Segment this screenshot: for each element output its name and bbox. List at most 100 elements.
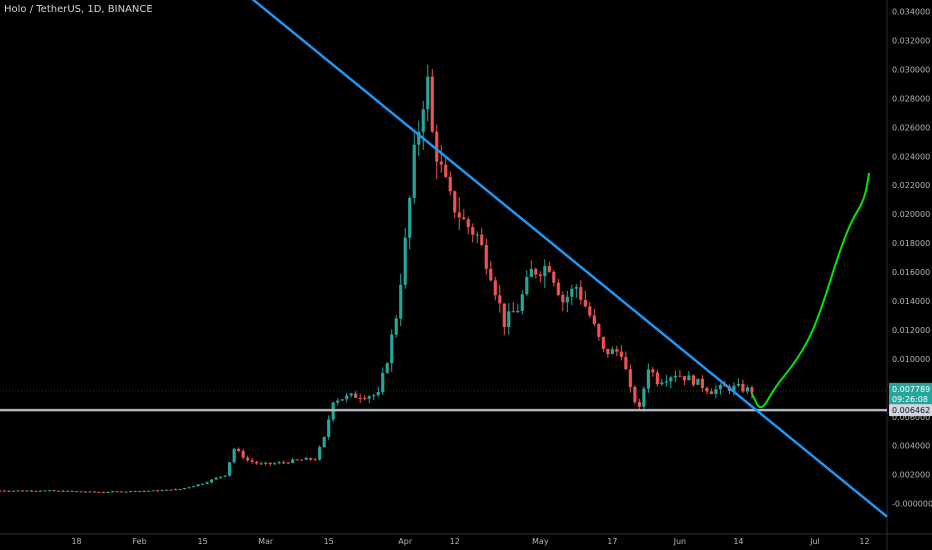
last-price-tag <box>889 382 932 405</box>
x-tick-label: Apr <box>398 537 413 546</box>
candle-body <box>300 459 304 461</box>
candle-body <box>588 306 592 316</box>
candle-body <box>651 369 655 373</box>
candle-body <box>511 311 515 313</box>
candle-body <box>241 450 245 458</box>
candle-body <box>642 388 646 407</box>
candle-body <box>214 477 218 480</box>
candle-body <box>151 490 155 492</box>
y-tick-label: 0.022000 <box>892 181 930 190</box>
candle-body <box>489 268 493 281</box>
y-tick-label: 0.026000 <box>892 123 930 132</box>
candle-body <box>65 490 70 492</box>
candle-body <box>56 490 61 492</box>
candle-body <box>196 484 200 487</box>
candle-body <box>291 459 295 463</box>
candle-body <box>570 288 574 297</box>
candle-body <box>493 280 497 296</box>
candle-body <box>47 490 52 492</box>
trendline <box>251 0 888 518</box>
y-tick-label: 0.006000 <box>892 413 930 422</box>
candle-body <box>237 448 241 451</box>
candle-body <box>0 490 2 492</box>
candle-body <box>183 487 187 490</box>
candle-body <box>124 491 128 493</box>
candle-body <box>92 491 97 493</box>
x-tick-label: Jun <box>673 537 687 546</box>
candle-body <box>268 462 272 464</box>
candle-body <box>439 161 443 165</box>
candle-body <box>385 363 389 373</box>
candle-body <box>255 461 259 464</box>
candle-body <box>448 176 452 192</box>
candle-body <box>561 294 565 303</box>
candle-body <box>29 490 34 492</box>
candle-body <box>20 490 25 492</box>
y-tick-label: 0.012000 <box>892 326 930 335</box>
candle-body <box>128 491 133 493</box>
candle-body <box>187 487 191 489</box>
candle-body <box>11 490 16 492</box>
candle-body <box>453 191 457 213</box>
candle-body <box>682 376 686 381</box>
candle-body <box>583 299 587 307</box>
candle-body <box>178 489 182 491</box>
candle-body <box>471 226 475 235</box>
candle-body <box>655 372 659 385</box>
x-tick-label: 17 <box>607 537 617 546</box>
candle-body <box>119 491 124 493</box>
candle-body <box>687 375 691 381</box>
candle-body <box>101 492 106 494</box>
candle-body <box>74 491 79 493</box>
candle-body <box>691 375 695 385</box>
candle-body <box>741 383 745 392</box>
candle-body <box>138 491 142 493</box>
candle-body <box>714 389 718 395</box>
candle-body <box>547 266 551 272</box>
candle-body <box>381 372 385 393</box>
candle-body <box>696 378 700 385</box>
chart-title: Holo / TetherUS, 1D, BINANCE <box>4 4 153 15</box>
y-tick-label: 0.016000 <box>892 268 930 277</box>
candle-body <box>295 459 299 461</box>
candle-body <box>363 397 367 399</box>
x-tick-label: May <box>532 537 549 546</box>
candle-body <box>304 458 308 460</box>
candle-body <box>408 197 412 238</box>
candle-body <box>79 491 83 493</box>
candle-body <box>736 383 740 386</box>
candle-body <box>601 336 605 349</box>
candle-body <box>313 459 317 461</box>
candle-body <box>372 395 376 397</box>
candle-body <box>156 490 160 492</box>
candle-body <box>507 311 511 328</box>
candle-body <box>394 318 398 335</box>
candle-body <box>277 462 281 464</box>
x-tick-label: Jul <box>809 537 820 546</box>
candle-body <box>327 419 331 437</box>
support-price-tag <box>889 404 932 417</box>
candle-body <box>97 491 101 493</box>
candle-body <box>709 391 713 395</box>
candle-body <box>309 458 313 460</box>
y-tick-label: 0.024000 <box>892 152 930 161</box>
candle-body <box>435 131 439 162</box>
candle-body <box>286 462 290 464</box>
candle-body <box>358 397 362 399</box>
candle-body <box>232 448 236 463</box>
candle-body <box>484 244 488 269</box>
candle-body <box>750 387 754 393</box>
candle-body <box>552 271 556 283</box>
candle-body <box>556 282 560 295</box>
candle-body <box>669 377 673 382</box>
candle-body <box>480 234 484 245</box>
candle-body <box>502 303 506 328</box>
candle-body <box>70 490 74 492</box>
projection-path <box>750 172 870 409</box>
candle-body <box>646 369 650 389</box>
candle-body <box>210 479 214 483</box>
candle-body <box>147 490 151 492</box>
candle-body <box>664 381 668 383</box>
